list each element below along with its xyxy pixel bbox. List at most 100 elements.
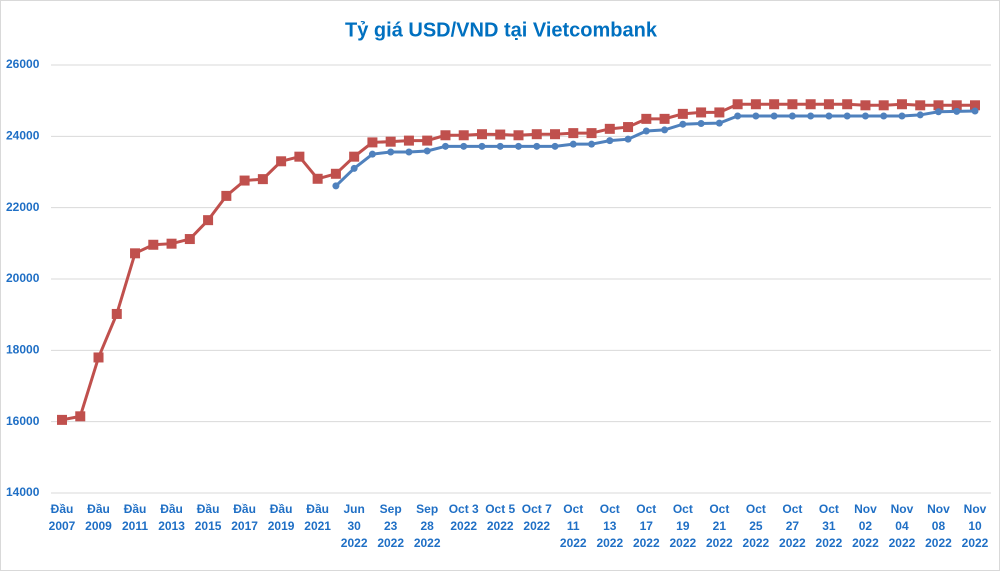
marker [294,151,305,162]
x-tick-label: Sep 28 2022 [413,502,441,550]
y-tick-label: 24000 [6,129,40,143]
marker [604,123,615,134]
marker [533,142,541,150]
marker [312,173,323,184]
marker [586,128,597,139]
marker [330,168,341,179]
marker [750,99,761,110]
marker [951,100,962,111]
marker [679,120,687,128]
x-tick-label: Đầu 2019 [267,502,295,533]
marker [860,100,871,111]
x-tick-label: Đầu 2007 [48,502,76,533]
marker [387,148,395,156]
marker [422,135,433,146]
marker [843,112,851,120]
marker [842,99,853,110]
marker [971,107,979,115]
y-tick-label: 20000 [6,271,40,285]
marker [440,130,451,141]
marker [460,142,468,150]
marker [423,147,431,155]
marker [934,108,942,116]
x-tick-label: Đầu 2013 [158,502,185,533]
marker [823,99,834,110]
marker [770,112,778,120]
y-tick-label: 16000 [6,414,40,428]
marker [898,112,906,120]
series-line [61,102,975,422]
marker [550,129,561,140]
marker [93,352,104,363]
marker [769,99,780,110]
x-tick-label: Đầu 2017 [231,502,258,533]
marker [641,113,652,124]
marker [368,150,376,158]
x-tick-label: Nov 08 2022 [925,502,952,550]
x-tick-label: Oct 3 2022 [448,502,479,533]
x-tick-label: Đầu 2021 [304,502,331,533]
marker [148,239,159,250]
marker [788,112,796,120]
y-tick-label: 22000 [6,200,40,214]
y-tick-label: 26000 [6,57,40,71]
marker [752,112,760,120]
marker [880,112,888,120]
marker [787,99,798,110]
marker [350,164,358,172]
marker [495,129,506,140]
x-tick-label: Oct 25 2022 [742,502,770,550]
x-tick-label: Sep 23 2022 [377,502,405,550]
marker [606,137,614,145]
marker [896,99,907,110]
marker [970,100,980,111]
marker [458,130,469,141]
marker [513,130,524,141]
x-tick-label: Oct 21 2022 [706,502,733,550]
y-tick-label: 14000 [6,485,40,499]
x-tick-label: Oct 13 2022 [596,502,624,550]
x-tick-label: Oct 31 2022 [815,502,843,550]
marker [878,100,889,111]
x-tick-label: Nov 02 2022 [852,502,879,550]
x-tick-label: Oct 27 2022 [779,502,806,550]
x-tick-label: Oct 17 2022 [632,502,660,550]
marker [405,148,413,156]
marker [75,411,86,422]
marker [276,156,287,167]
marker [807,112,815,120]
marker [588,140,596,148]
marker [696,107,707,118]
marker [111,308,122,319]
marker [332,182,340,190]
marker [569,140,577,148]
marker [515,142,522,150]
marker [714,107,725,118]
marker [478,142,486,150]
marker [166,238,177,249]
marker [805,99,816,110]
marker [623,122,634,133]
marker [642,127,650,135]
marker [734,112,742,120]
marker [184,234,195,245]
marker [476,129,487,140]
marker [732,99,743,110]
marker [441,142,449,150]
x-tick-label: Oct 5 2022 [485,502,516,533]
marker [531,129,542,140]
y-tick-label: 18000 [6,343,40,357]
x-tick-label: Nov 10 2022 [961,502,989,550]
marker [403,135,414,146]
marker [661,126,669,134]
marker [916,111,924,119]
marker [933,100,944,111]
marker [659,113,670,124]
x-tick-label: Oct 19 2022 [669,502,697,550]
marker [915,100,926,111]
marker [715,119,723,127]
marker [130,248,141,259]
marker [57,414,67,425]
marker [825,112,833,120]
